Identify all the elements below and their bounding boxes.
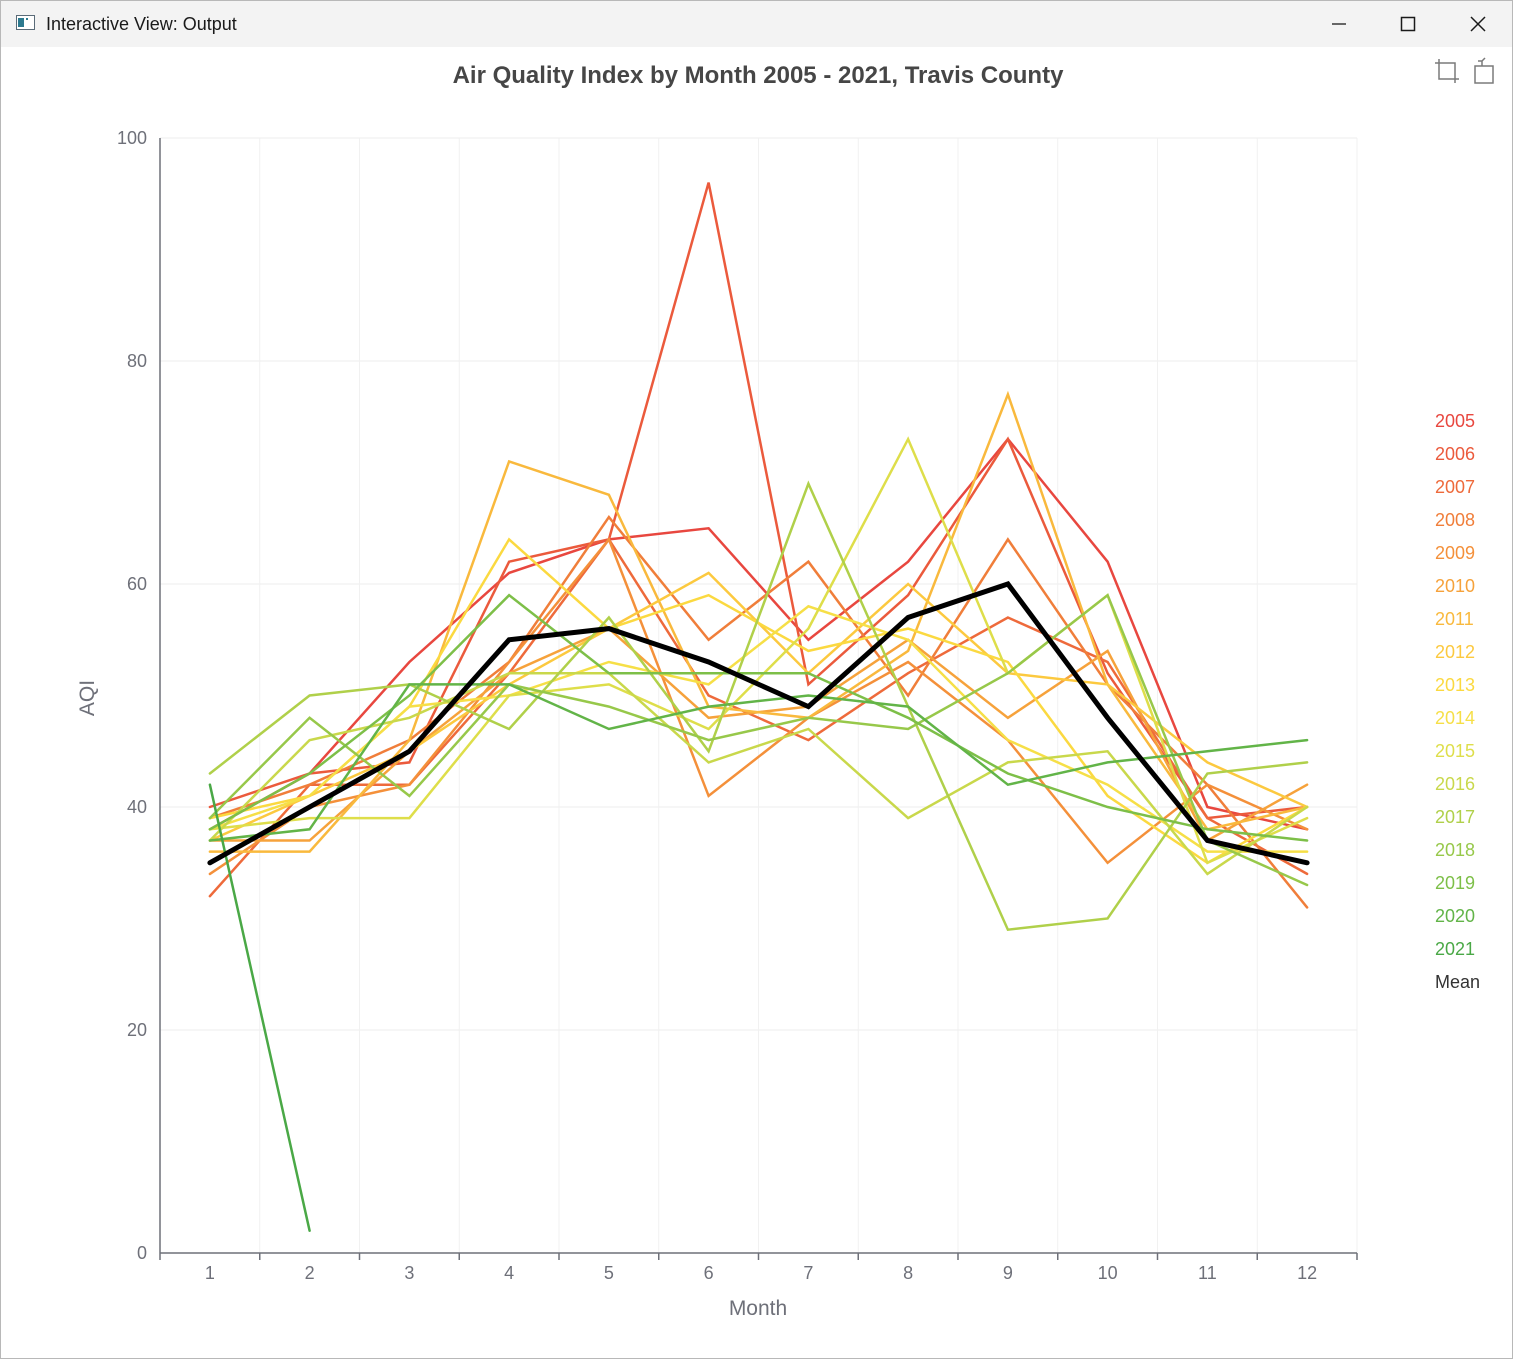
line-chart: Air Quality Index by Month 2005 - 2021, … <box>76 62 1480 1320</box>
x-tick-label: 3 <box>404 1263 414 1283</box>
data-zoom-icon <box>1435 59 1459 83</box>
series-line-2021 <box>208 783 311 1232</box>
legend-item-2009[interactable]: 2009 <box>1435 543 1475 563</box>
legend-item-2021[interactable]: 2021 <box>1435 939 1475 959</box>
series-line-2005 <box>208 437 1309 831</box>
y-tick-label: 40 <box>127 797 147 817</box>
y-tick-label: 20 <box>127 1020 147 1040</box>
grid-lines <box>160 137 1358 1253</box>
x-tick-label: 4 <box>504 1263 514 1283</box>
minimize-button[interactable] <box>1304 1 1374 47</box>
close-button[interactable] <box>1443 1 1513 47</box>
data-zoom-button[interactable] <box>1433 57 1461 87</box>
x-tick-label: 6 <box>704 1263 714 1283</box>
y-tick-label: 60 <box>127 574 147 594</box>
legend-item-2010[interactable]: 2010 <box>1435 576 1475 596</box>
minimize-icon <box>1332 23 1346 25</box>
x-tick-label: 10 <box>1098 1263 1118 1283</box>
x-tick-label: 11 <box>1198 1263 1217 1283</box>
series-line-2009 <box>208 536 1309 876</box>
x-tick-label: 12 <box>1297 1263 1317 1283</box>
series-line-2007 <box>208 537 1309 898</box>
series-line-mean <box>207 581 1310 866</box>
chart-title: Air Quality Index by Month 2005 - 2021, … <box>453 62 1064 89</box>
close-icon <box>1470 16 1486 32</box>
series-line-2015 <box>208 436 1309 865</box>
legend-item-2013[interactable]: 2013 <box>1435 675 1475 695</box>
x-tick-label: 9 <box>1003 1263 1013 1283</box>
y-tick-label: 80 <box>127 351 147 371</box>
series-line-2016 <box>208 671 1309 876</box>
x-tick-label: 5 <box>604 1263 614 1283</box>
legend-item-2016[interactable]: 2016 <box>1435 774 1475 794</box>
series-line-2017 <box>208 480 1309 932</box>
legend-item-2019[interactable]: 2019 <box>1435 873 1475 893</box>
axes <box>159 138 1358 1260</box>
y-tick-label: 0 <box>137 1243 147 1263</box>
title-bar[interactable]: Interactive View: Output <box>1 1 1512 47</box>
legend-item-2014[interactable]: 2014 <box>1435 708 1475 728</box>
y-tick-label: 100 <box>117 128 147 148</box>
legend-item-2018[interactable]: 2018 <box>1435 840 1475 860</box>
series-line-2020 <box>208 683 1309 842</box>
maximize-button[interactable] <box>1373 1 1443 47</box>
legend-item-2020[interactable]: 2020 <box>1435 906 1475 926</box>
x-tick-label: 7 <box>803 1263 813 1283</box>
legend[interactable]: 2005 2006 2007 2008 2009 2010 2011 2012 2013 2014… <box>1435 411 1480 992</box>
legend-item-2011[interactable]: 2011 <box>1435 609 1474 629</box>
legend-item-2015[interactable]: 2015 <box>1435 741 1475 761</box>
window-title: Interactive View: Output <box>46 14 237 34</box>
legend-item-2012[interactable]: 2012 <box>1435 642 1475 662</box>
legend-item-2005[interactable]: 2005 <box>1435 411 1475 431</box>
x-axis-label: Month <box>729 1297 787 1320</box>
legend-item-2006[interactable]: 2006 <box>1435 444 1475 464</box>
series-line-2018 <box>208 593 1309 887</box>
series-line-2008 <box>208 515 1309 909</box>
restore-icon <box>1474 57 1494 84</box>
app-window-icon <box>16 15 35 30</box>
legend-item-2007[interactable]: 2007 <box>1435 477 1475 497</box>
y-axis-label: AQI <box>76 680 99 716</box>
x-tick-label: 1 <box>205 1263 215 1283</box>
legend-item-2017[interactable]: 2017 <box>1435 807 1475 827</box>
restore-button[interactable] <box>1472 57 1500 87</box>
series-group <box>207 182 1310 1232</box>
legend-item-mean[interactable]: Mean <box>1435 972 1480 992</box>
legend-item-2008[interactable]: 2008 <box>1435 510 1475 530</box>
maximize-icon <box>1400 16 1416 32</box>
x-tick-label: 8 <box>903 1263 913 1283</box>
x-tick-label: 2 <box>305 1263 315 1283</box>
